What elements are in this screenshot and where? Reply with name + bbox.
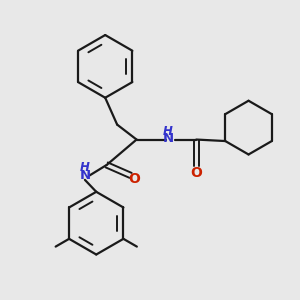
Text: O: O — [128, 172, 140, 186]
Text: N: N — [79, 169, 91, 182]
Text: H: H — [80, 161, 90, 174]
Text: H: H — [163, 125, 173, 138]
Text: O: O — [190, 166, 202, 180]
Text: N: N — [162, 132, 173, 145]
